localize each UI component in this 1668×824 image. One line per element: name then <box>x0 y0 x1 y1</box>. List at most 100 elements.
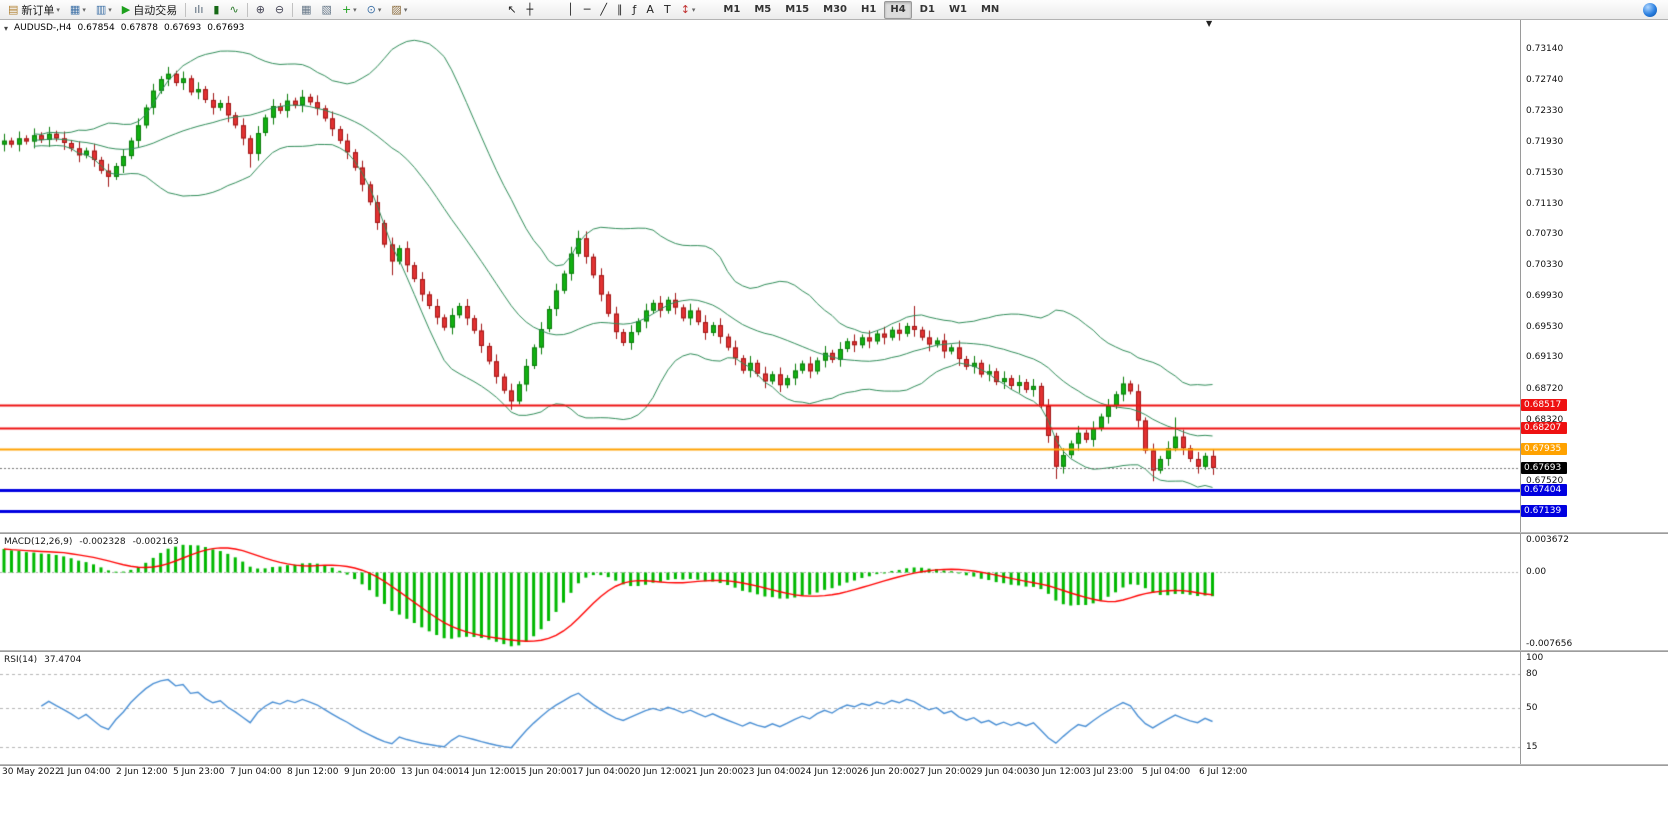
time-axis-label: 20 Jun 12:00 <box>629 767 687 777</box>
text-icon: A <box>646 3 654 16</box>
crosshair-button[interactable]: ┼ <box>523 0 538 19</box>
price-chart-canvas[interactable] <box>0 20 1520 532</box>
time-axis-label: 29 Jun 04:00 <box>971 767 1029 777</box>
toolbar-spacer <box>412 9 502 10</box>
panel-divider[interactable] <box>0 650 1668 652</box>
bar-close-value: 0.67693 <box>207 23 245 33</box>
time-axis-label: 17 Jun 04:00 <box>572 767 630 777</box>
macd-axis-tick: -0.007656 <box>1526 639 1573 649</box>
rsi-indicator-canvas[interactable] <box>0 652 1520 764</box>
autotrading-play-icon: ▶ <box>121 3 131 16</box>
text-button[interactable]: A <box>642 0 658 19</box>
zoom-out-button[interactable]: ⊖ <box>271 0 288 19</box>
autotrading-button[interactable]: ▶ 自动交易 <box>118 0 181 19</box>
time-axis-label: 7 Jun 04:00 <box>230 767 282 777</box>
time-axis-label: 2 Jun 12:00 <box>116 767 168 777</box>
timeframe-m1-button[interactable]: M1 <box>723 3 741 15</box>
indicators-add-icon: + <box>341 3 352 16</box>
period-clock-icon: ⊙ <box>366 3 376 16</box>
price-axis-tick: 0.69130 <box>1526 352 1564 363</box>
bar-chart-button[interactable]: ılı <box>190 0 207 19</box>
macd-axis-tick: 0.00 <box>1526 566 1547 577</box>
indicators-button[interactable]: + ▾ <box>338 0 361 19</box>
macd-indicator-canvas[interactable] <box>0 534 1520 650</box>
price-level-label: 0.67935 <box>1521 443 1567 456</box>
text-label-button[interactable]: T <box>660 0 675 19</box>
price-axis-border <box>1520 20 1521 766</box>
time-axis-label: 5 Jun 23:00 <box>173 767 225 777</box>
timeframe-m30-button[interactable]: M30 <box>823 3 848 15</box>
price-axis-tick: 0.70730 <box>1526 229 1564 240</box>
time-axis-label: 15 Jun 20:00 <box>515 767 573 777</box>
time-axis-label: 30 Jun 12:00 <box>1028 767 1086 777</box>
candlestick-button[interactable]: ▮ <box>209 0 223 19</box>
time-axis-label: 3 Jul 23:00 <box>1085 767 1134 777</box>
timeframe-m5-button[interactable]: M5 <box>754 3 772 15</box>
panel-divider[interactable] <box>0 764 1668 766</box>
timeframe-w1-button[interactable]: W1 <box>948 3 967 15</box>
cursor-icon: ↖ <box>507 3 517 16</box>
timeframe-mn-button[interactable]: MN <box>980 3 1000 15</box>
price-axis-tick: 0.69930 <box>1526 290 1564 301</box>
quick-trade-toggle-icon[interactable]: ▾ <box>4 23 9 33</box>
toolbar-spacer <box>538 9 562 10</box>
zoom-out-icon: ⊖ <box>274 3 285 16</box>
macd-name: MACD(12,26,9) <box>4 537 73 547</box>
periods-button[interactable]: ⊙ ▾ <box>363 0 386 19</box>
profiles-button[interactable]: ▥ ▾ <box>92 0 116 19</box>
timeframe-d1-button[interactable]: D1 <box>919 3 935 15</box>
price-axis-tick: 0.71530 <box>1526 167 1564 178</box>
price-level-label: 0.68207 <box>1521 422 1567 435</box>
vertical-line-button[interactable]: │ <box>563 0 578 19</box>
price-axis-tick: 0.69530 <box>1526 321 1564 332</box>
channel-button[interactable]: ∥ <box>613 0 627 19</box>
time-axis-label: 1 Jun 04:00 <box>59 767 111 777</box>
line-chart-icon: ∿ <box>229 3 239 16</box>
cursor-button[interactable]: ↖ <box>503 0 520 19</box>
time-axis-label: 23 Jun 04:00 <box>743 767 801 777</box>
time-axis-label: 21 Jun 20:00 <box>686 767 744 777</box>
time-axis-label: 6 Jul 12:00 <box>1199 767 1248 777</box>
time-axis-label: 5 Jul 04:00 <box>1142 767 1191 777</box>
rsi-name: RSI(14) <box>4 655 38 665</box>
horizontal-line-button[interactable]: ─ <box>580 0 595 19</box>
price-axis-tick: 0.71930 <box>1526 137 1564 148</box>
timeframe-h1-button[interactable]: H1 <box>861 3 877 15</box>
panel-divider[interactable] <box>0 532 1668 534</box>
line-chart-button[interactable]: ∿ <box>225 0 242 19</box>
price-level-label: 0.67139 <box>1521 504 1567 517</box>
price-level-label: 0.68517 <box>1521 398 1567 411</box>
autotrading-button-label: 自动交易 <box>133 3 178 17</box>
macd-signal-value: -0.002163 <box>132 537 179 547</box>
price-axis-tick: 0.67520 <box>1526 476 1564 487</box>
price-axis-tick: 0.68320 <box>1526 414 1564 425</box>
time-axis-label: 27 Jun 20:00 <box>914 767 972 777</box>
profiles-icon: ▥ <box>95 3 107 16</box>
time-axis-label: 8 Jun 12:00 <box>287 767 339 777</box>
fibonacci-icon: ƒ <box>632 3 637 16</box>
price-axis-tick: 0.70330 <box>1526 260 1564 271</box>
templates-button[interactable]: ▨ ▾ <box>387 0 411 19</box>
timeframe-m15-button[interactable]: M15 <box>785 3 810 15</box>
macd-main-value: -0.002328 <box>79 537 126 547</box>
new-chart-button[interactable]: ▦ ▾ <box>66 0 90 19</box>
trendline-button[interactable]: ╱ <box>596 0 611 19</box>
rsi-axis-tick: 15 <box>1526 742 1538 753</box>
new-order-button[interactable]: ▤ 新订单 ▾ <box>4 0 64 19</box>
tile-windows-button[interactable]: ▦ <box>297 0 315 19</box>
cascade-windows-button[interactable]: ▧ <box>318 0 336 19</box>
macd-axis-tick: 0.003672 <box>1526 535 1569 545</box>
metaquotes-logo-icon[interactable] <box>1643 2 1657 17</box>
chart-shift-marker-icon[interactable]: ▼ <box>1206 19 1213 28</box>
fibonacci-button[interactable]: ƒ <box>629 0 641 19</box>
time-axis-label: 26 Jun 20:00 <box>857 767 915 777</box>
dropdown-caret-icon: ▾ <box>403 5 408 14</box>
symbol-timeframe-label: AUDUSD-,H4 <box>14 23 72 33</box>
macd-label: MACD(12,26,9) -0.002328 -0.002163 <box>4 537 179 547</box>
zoom-in-button[interactable]: ⊕ <box>252 0 269 19</box>
timeframe-h4-button[interactable]: H4 <box>884 0 912 19</box>
symbol-ohlc-line: ▾ AUDUSD-,H4 0.67854 0.67878 0.67693 0.6… <box>4 23 244 33</box>
arrows-button[interactable]: ↕ ▾ <box>677 0 700 19</box>
trendline-icon: ╱ <box>600 3 608 16</box>
